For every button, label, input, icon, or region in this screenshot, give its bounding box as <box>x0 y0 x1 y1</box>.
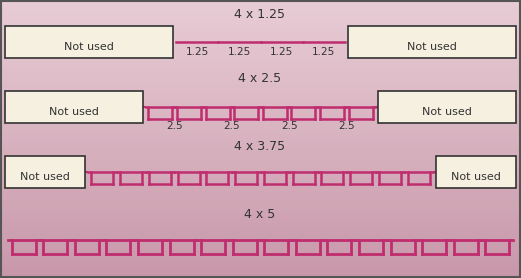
Text: 1.25: 1.25 <box>312 47 336 57</box>
Text: 1.25: 1.25 <box>185 47 209 57</box>
Bar <box>0 13 521 19</box>
Bar <box>0 125 521 130</box>
Bar <box>0 199 521 204</box>
Bar <box>0 129 521 134</box>
Bar <box>0 32 521 37</box>
Text: Not used: Not used <box>422 107 472 117</box>
Text: 2.5: 2.5 <box>281 121 297 131</box>
Bar <box>0 176 521 181</box>
Bar <box>0 148 521 153</box>
Bar <box>0 157 521 162</box>
Bar <box>0 41 521 46</box>
Bar <box>0 9 521 14</box>
Bar <box>0 51 521 56</box>
Bar <box>0 23 521 28</box>
Bar <box>0 64 521 70</box>
Bar <box>0 120 521 125</box>
Bar <box>0 245 521 250</box>
Text: Not used: Not used <box>20 172 70 182</box>
Text: 2.5: 2.5 <box>224 121 240 131</box>
Bar <box>0 134 521 139</box>
Bar <box>0 101 521 106</box>
Bar <box>0 227 521 232</box>
Bar <box>0 106 521 111</box>
Bar <box>348 26 516 58</box>
Bar <box>0 185 521 190</box>
Bar <box>0 171 521 176</box>
Bar <box>0 143 521 148</box>
Text: 4 x 2.5: 4 x 2.5 <box>239 73 281 86</box>
Bar <box>436 156 516 188</box>
Bar <box>0 268 521 273</box>
Bar <box>0 152 521 158</box>
Bar <box>0 111 521 116</box>
Bar <box>5 26 173 58</box>
Bar <box>0 254 521 259</box>
Bar <box>0 180 521 185</box>
Bar <box>0 162 521 167</box>
Bar <box>0 166 521 172</box>
Bar <box>0 203 521 208</box>
Bar <box>0 46 521 51</box>
Bar <box>378 91 516 123</box>
Text: 1.25: 1.25 <box>228 47 251 57</box>
Bar <box>0 92 521 97</box>
Bar <box>0 78 521 83</box>
Text: 2.5: 2.5 <box>166 121 183 131</box>
Bar <box>0 115 521 120</box>
Text: Not used: Not used <box>64 42 114 52</box>
Bar <box>0 194 521 199</box>
Text: 4 x 5: 4 x 5 <box>244 208 276 222</box>
Text: 1.25: 1.25 <box>270 47 293 57</box>
Text: Not used: Not used <box>451 172 501 182</box>
Bar <box>0 231 521 236</box>
Bar <box>0 88 521 93</box>
Text: 4 x 3.75: 4 x 3.75 <box>234 140 286 153</box>
Bar <box>0 259 521 264</box>
Text: 2.5: 2.5 <box>338 121 355 131</box>
Bar <box>0 18 521 23</box>
Bar <box>0 236 521 241</box>
Bar <box>0 55 521 60</box>
Bar <box>0 60 521 65</box>
Bar <box>0 264 521 269</box>
Bar <box>0 240 521 245</box>
Bar <box>0 273 521 278</box>
Bar <box>0 138 521 144</box>
Bar <box>5 91 143 123</box>
Bar <box>0 0 521 5</box>
Bar <box>0 213 521 218</box>
Bar <box>0 4 521 9</box>
Bar <box>0 83 521 88</box>
Text: Not used: Not used <box>407 42 457 52</box>
Bar <box>0 37 521 42</box>
Text: 4 x 1.25: 4 x 1.25 <box>234 8 286 21</box>
Bar <box>0 217 521 222</box>
Bar <box>0 250 521 255</box>
Bar <box>5 156 85 188</box>
Bar <box>0 190 521 195</box>
Bar <box>0 27 521 33</box>
Text: Not used: Not used <box>49 107 99 117</box>
Bar <box>0 74 521 79</box>
Bar <box>0 222 521 227</box>
Bar <box>0 208 521 213</box>
Bar <box>0 69 521 74</box>
Bar <box>0 97 521 102</box>
